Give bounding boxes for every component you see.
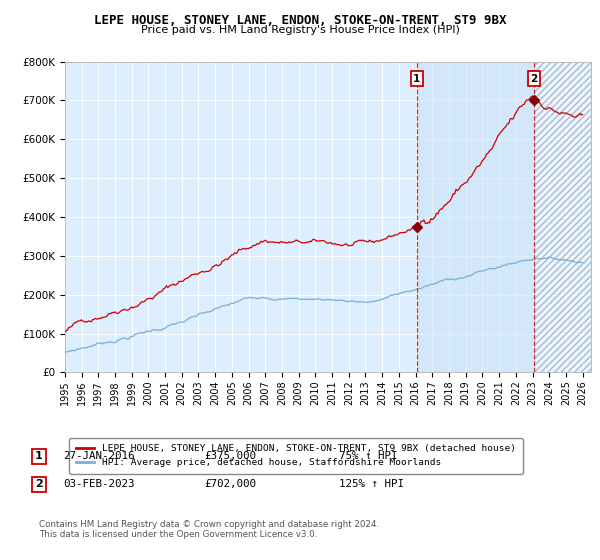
Text: £375,000: £375,000 bbox=[204, 451, 256, 461]
Legend: LEPE HOUSE, STONEY LANE, ENDON, STOKE-ON-TRENT, ST9 9BX (detached house), HPI: A: LEPE HOUSE, STONEY LANE, ENDON, STOKE-ON… bbox=[69, 438, 523, 474]
Text: Contains HM Land Registry data © Crown copyright and database right 2024.
This d: Contains HM Land Registry data © Crown c… bbox=[39, 520, 379, 539]
Text: Price paid vs. HM Land Registry's House Price Index (HPI): Price paid vs. HM Land Registry's House … bbox=[140, 25, 460, 35]
Text: 03-FEB-2023: 03-FEB-2023 bbox=[63, 479, 134, 489]
Text: 27-JAN-2016: 27-JAN-2016 bbox=[63, 451, 134, 461]
Bar bbox=[417, 62, 534, 372]
Text: 125% ↑ HPI: 125% ↑ HPI bbox=[339, 479, 404, 489]
Text: 2: 2 bbox=[35, 479, 43, 489]
Text: LEPE HOUSE, STONEY LANE, ENDON, STOKE-ON-TRENT, ST9 9BX: LEPE HOUSE, STONEY LANE, ENDON, STOKE-ON… bbox=[94, 14, 506, 27]
Text: 1: 1 bbox=[413, 74, 421, 83]
Text: 1: 1 bbox=[35, 451, 43, 461]
Text: £702,000: £702,000 bbox=[204, 479, 256, 489]
Text: 2: 2 bbox=[530, 74, 538, 83]
Text: 75% ↑ HPI: 75% ↑ HPI bbox=[339, 451, 397, 461]
